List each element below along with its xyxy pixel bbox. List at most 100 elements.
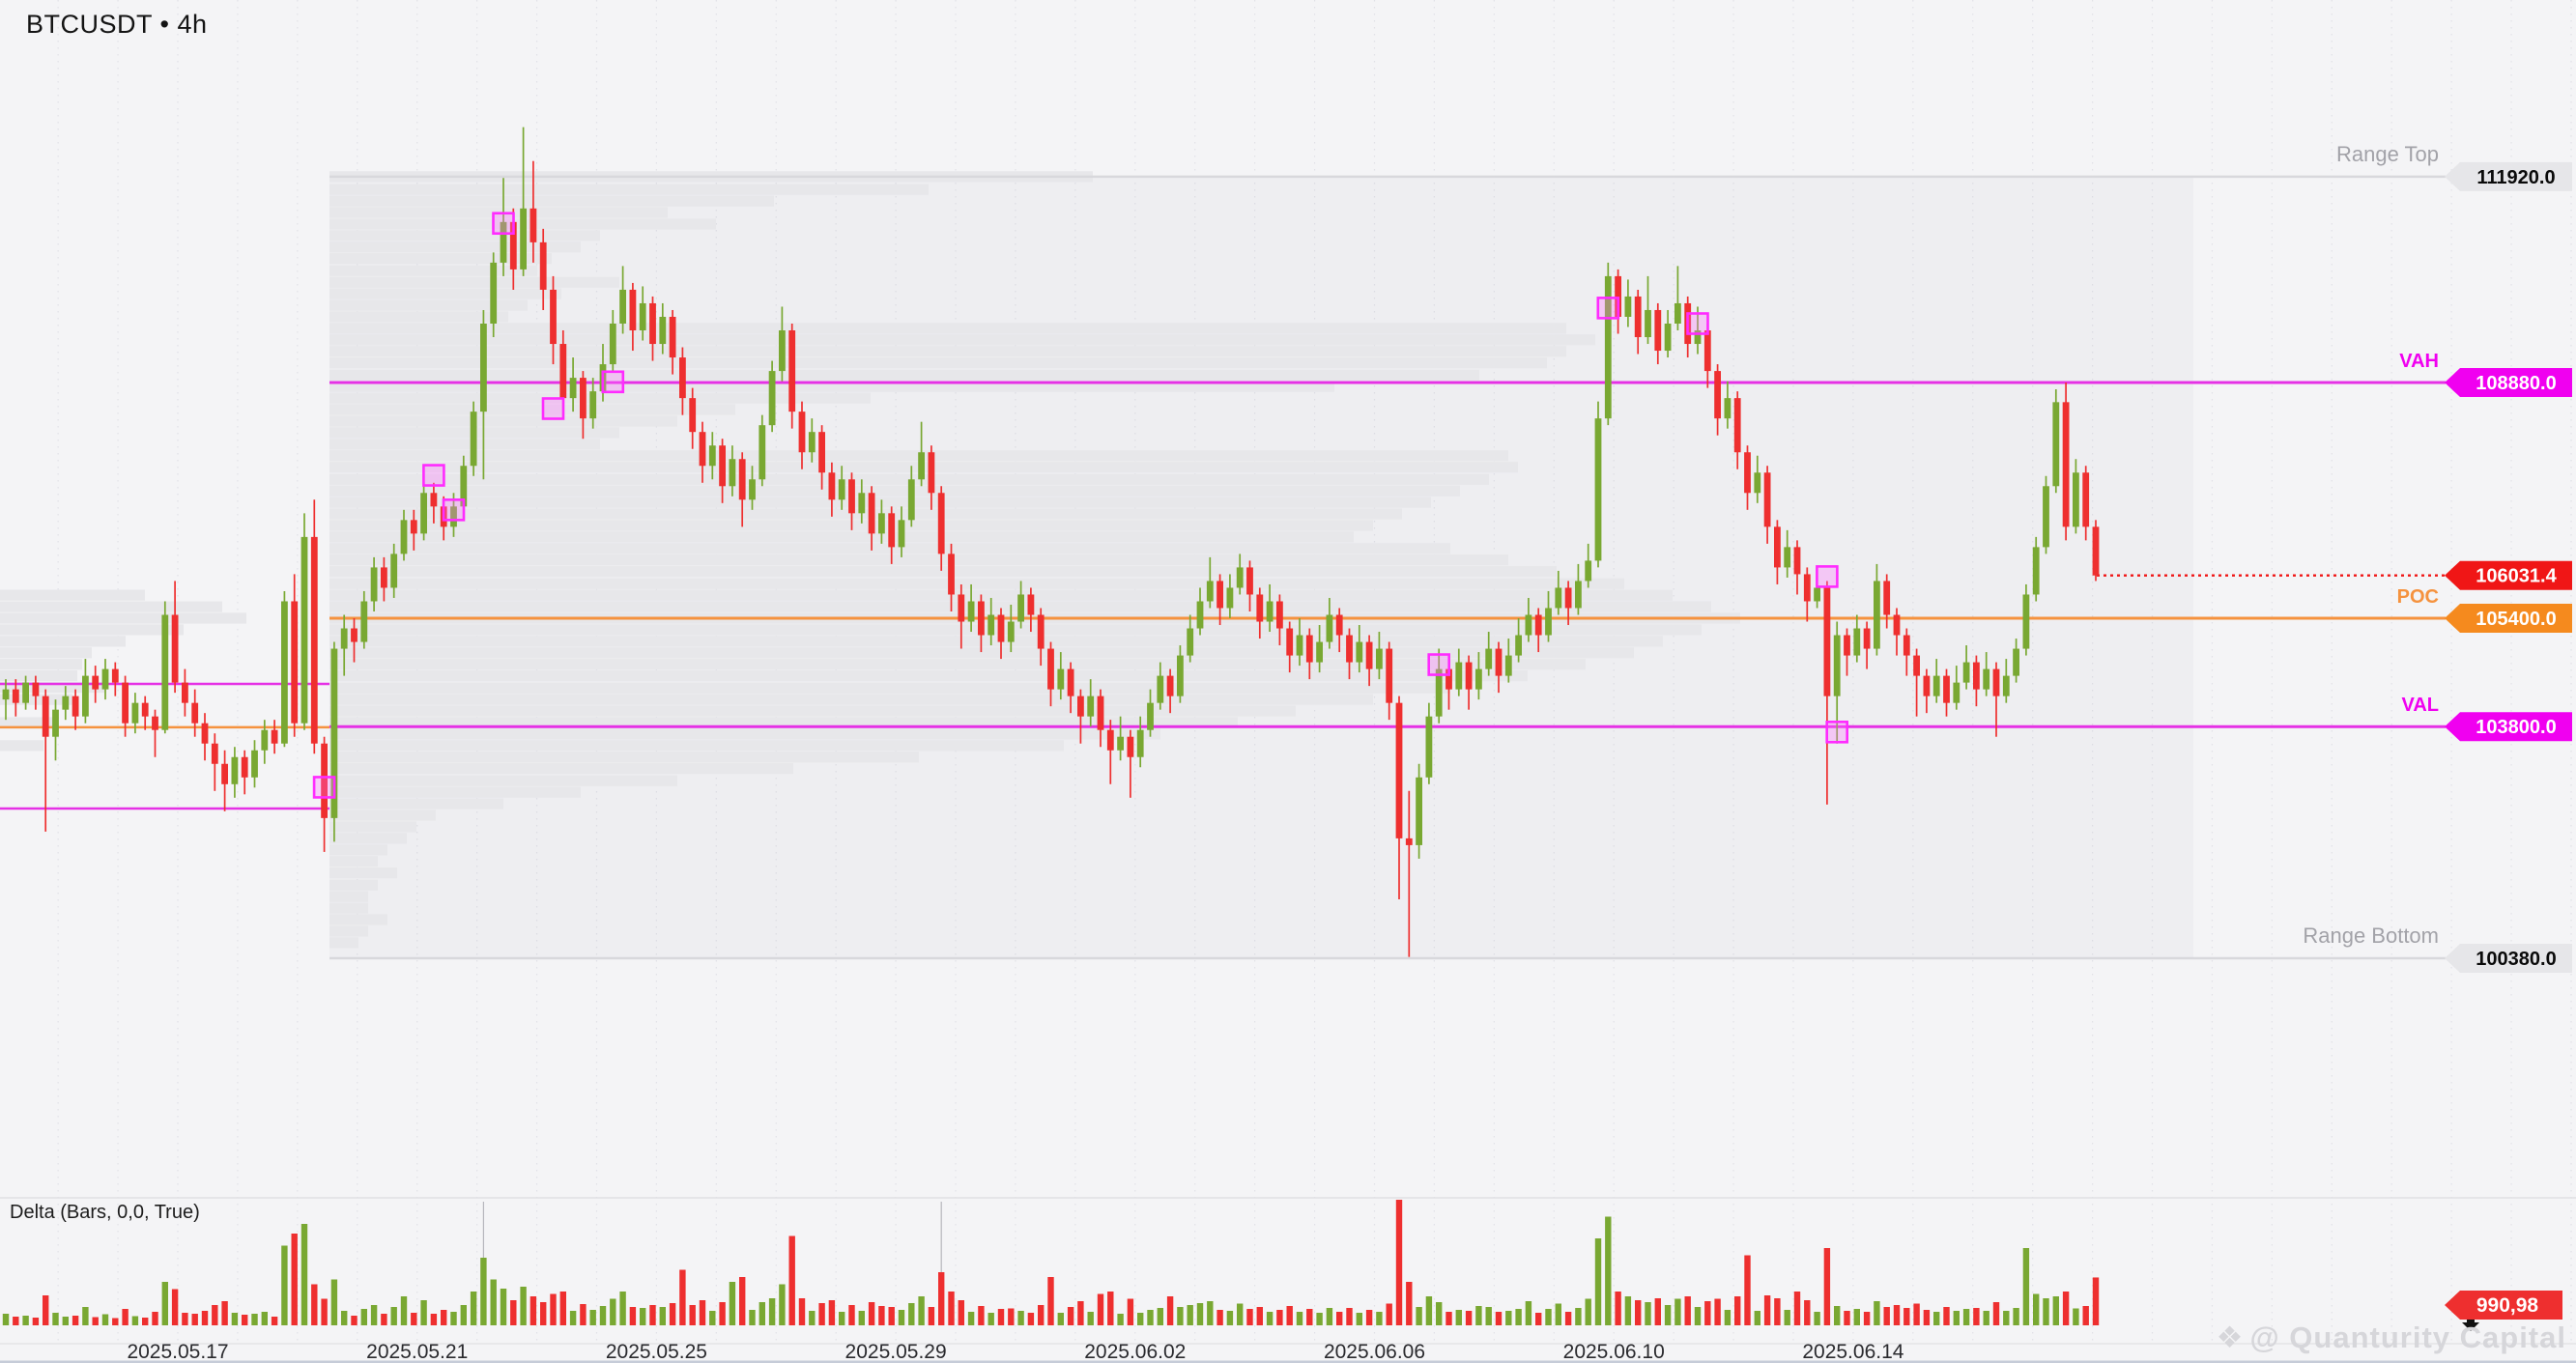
volume-profile-bar bbox=[329, 844, 387, 856]
candle bbox=[1664, 323, 1672, 352]
candle bbox=[1266, 601, 1274, 622]
delta-bar bbox=[1117, 1314, 1124, 1325]
candle bbox=[1157, 675, 1164, 703]
delta-bar bbox=[788, 1235, 795, 1325]
delta-value-text: 990,98 bbox=[2476, 1294, 2539, 1317]
delta-bar bbox=[997, 1309, 1005, 1325]
candle bbox=[12, 689, 19, 703]
delta-bar bbox=[1406, 1282, 1413, 1325]
candle bbox=[729, 459, 736, 487]
candle bbox=[1943, 675, 1950, 703]
candle bbox=[1216, 581, 1223, 609]
volume-profile-bar bbox=[329, 543, 1450, 554]
volume-profile-bar bbox=[329, 752, 919, 763]
delta-bar bbox=[1436, 1302, 1443, 1325]
candle bbox=[1485, 648, 1493, 669]
delta-bar bbox=[1416, 1307, 1422, 1325]
delta-bar bbox=[649, 1305, 656, 1325]
delta-bar bbox=[1256, 1307, 1263, 1325]
axis-date-label[interactable]: 2025.06.14 bbox=[1802, 1341, 1903, 1363]
candle bbox=[1356, 641, 1363, 663]
axis-date-label[interactable]: 2025.05.21 bbox=[366, 1341, 468, 1363]
volume-profile-bar bbox=[329, 334, 1595, 346]
delta-bar bbox=[839, 1312, 845, 1325]
delta-bar bbox=[500, 1289, 507, 1325]
prev-volume-profile-bar bbox=[0, 647, 92, 659]
candle bbox=[530, 208, 537, 242]
delta-bar bbox=[301, 1224, 308, 1325]
candle bbox=[1823, 587, 1831, 696]
volume-profile-bar bbox=[329, 694, 1373, 705]
candle bbox=[550, 289, 557, 345]
candle bbox=[92, 675, 100, 690]
candle bbox=[1296, 635, 1303, 656]
delta-bar bbox=[1585, 1298, 1591, 1325]
delta-bar bbox=[1793, 1292, 1801, 1325]
delta-bar bbox=[1694, 1307, 1702, 1325]
delta-bar bbox=[1754, 1311, 1760, 1325]
price-badge-text-poc: 105400.0 bbox=[2476, 609, 2556, 630]
candle bbox=[191, 702, 199, 724]
delta-bar bbox=[1853, 1309, 1860, 1325]
axis-date-label[interactable]: 2025.05.25 bbox=[606, 1341, 707, 1363]
candle bbox=[1346, 635, 1353, 663]
delta-bar bbox=[311, 1284, 318, 1325]
candle bbox=[520, 208, 527, 270]
delta-bar bbox=[72, 1316, 79, 1325]
candle bbox=[679, 357, 686, 399]
candle bbox=[1814, 587, 1820, 602]
axis-date-label[interactable]: 2025.06.10 bbox=[1563, 1341, 1665, 1363]
candle bbox=[281, 601, 288, 744]
axis-date-label[interactable]: 2025.05.29 bbox=[845, 1341, 947, 1363]
volume-profile-bar bbox=[329, 323, 1566, 334]
signal-marker-box bbox=[312, 776, 336, 799]
delta-bar bbox=[1734, 1296, 1741, 1325]
candle bbox=[1326, 614, 1333, 642]
delta-bar bbox=[1127, 1298, 1134, 1325]
axis-date-label[interactable]: 2025.06.06 bbox=[1324, 1341, 1425, 1363]
candle bbox=[1992, 668, 2000, 696]
candle bbox=[868, 493, 875, 534]
candle bbox=[171, 614, 179, 683]
candle bbox=[1187, 628, 1194, 656]
candle bbox=[2052, 402, 2060, 487]
delta-bar bbox=[182, 1313, 188, 1325]
candle bbox=[937, 493, 945, 554]
delta-bar bbox=[629, 1307, 637, 1325]
delta-bar bbox=[1635, 1300, 1642, 1325]
price-badge-text-range-top: 111920.0 bbox=[2476, 167, 2555, 188]
candle bbox=[62, 696, 70, 710]
axis-date-label[interactable]: 2025.05.17 bbox=[127, 1341, 228, 1363]
volume-profile-bar bbox=[329, 717, 1238, 728]
candle bbox=[182, 682, 188, 703]
delta-bar bbox=[212, 1305, 218, 1325]
candle bbox=[1833, 635, 1841, 696]
window-bottom-edge bbox=[0, 1360, 2576, 1363]
delta-bar bbox=[441, 1310, 447, 1325]
volume-profile-bar bbox=[329, 891, 368, 902]
candle bbox=[649, 302, 656, 345]
candle bbox=[1196, 601, 1204, 629]
grid-layer bbox=[57, 0, 2572, 1344]
candle bbox=[101, 668, 109, 690]
delta-bar bbox=[1475, 1306, 1482, 1325]
delta-bar bbox=[52, 1313, 59, 1325]
delta-value-badge bbox=[2445, 1291, 2562, 1320]
delta-bar bbox=[1177, 1307, 1184, 1325]
delta-bar bbox=[1027, 1313, 1035, 1325]
candle bbox=[1416, 777, 1422, 845]
volume-profile-bar bbox=[329, 925, 368, 937]
delta-bar bbox=[1376, 1312, 1383, 1325]
candle bbox=[201, 723, 209, 744]
delta-bar bbox=[122, 1309, 129, 1325]
delta-bar bbox=[510, 1300, 517, 1325]
axis-date-label[interactable]: 2025.06.02 bbox=[1084, 1341, 1186, 1363]
volume-profile-bar bbox=[329, 589, 1673, 601]
volume-profile-bar bbox=[329, 809, 436, 821]
delta-bar bbox=[709, 1311, 716, 1325]
candle bbox=[1615, 275, 1621, 317]
delta-bar bbox=[1455, 1310, 1462, 1325]
candle bbox=[1703, 330, 1711, 372]
